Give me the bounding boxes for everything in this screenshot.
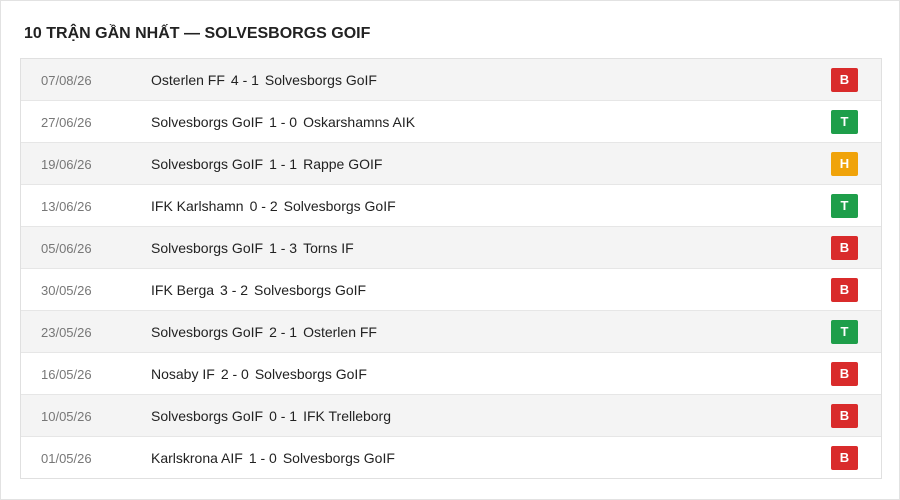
match-line: Karlskrona AIF 1 - 0 Solvesborgs GoIF	[151, 450, 401, 466]
home-team: IFK Berga	[151, 282, 215, 298]
match-row[interactable]: 10/05/26 Solvesborgs GoIF 0 - 1 IFK Trelleb…	[21, 395, 881, 437]
score: 3 - 2	[220, 282, 249, 298]
result-badge: B	[831, 404, 858, 428]
home-team: Solvesborgs GoIF	[151, 156, 264, 172]
home-team: Karlskrona AIF	[151, 450, 243, 466]
match-list: 07/08/26 Osterlen FF 4 - 1 Solvesborgs GoIF…	[20, 58, 882, 479]
match-row[interactable]: 30/05/26 IFK Berga 3 - 2 Solvesborgs GoIF B	[21, 269, 881, 311]
away-team: Solvesborgs GoIF	[254, 282, 367, 298]
away-team: Solvesborgs GoIF	[254, 366, 367, 382]
away-team: Solvesborgs GoIF	[283, 198, 396, 214]
score: 0 - 1	[269, 408, 298, 424]
away-team: Osterlen FF	[303, 324, 377, 340]
home-team: IFK Karlshamn	[151, 198, 244, 214]
match-date: 23/05/26	[41, 325, 92, 340]
score: 2 - 0	[220, 366, 249, 382]
match-line: Nosaby IF 2 - 0 Solvesborgs GoIF	[151, 366, 373, 382]
match-date: 10/05/26	[41, 409, 92, 424]
match-row[interactable]: 19/06/26 Solvesborgs GoIF 1 - 1 Rappe GOIF H	[21, 143, 881, 185]
match-line: Solvesborgs GoIF 1 - 1 Rappe GOIF	[151, 156, 388, 172]
home-team: Solvesborgs GoIF	[151, 408, 264, 424]
title: 10 TRẬN GẦN NHẤT — SOLVESBORGS GOIF	[24, 25, 371, 42]
match-line: Solvesborgs GoIF 1 - 0 Oskarshamns AIK	[151, 114, 421, 130]
home-team: Solvesborgs GoIF	[151, 114, 264, 130]
match-line: Solvesborgs GoIF 2 - 1 Osterlen FF	[151, 324, 383, 340]
match-line: Osterlen FF 4 - 1 Solvesborgs GoIF	[151, 72, 383, 88]
match-line: IFK Karlshamn 0 - 2 Solvesborgs GoIF	[151, 198, 402, 214]
match-date: 16/05/26	[41, 367, 92, 382]
result-badge: B	[831, 362, 858, 386]
match-date: 05/06/26	[41, 241, 92, 256]
match-line: Solvesborgs GoIF 1 - 3 Torns IF	[151, 240, 360, 256]
match-line: IFK Berga 3 - 2 Solvesborgs GoIF	[151, 282, 372, 298]
away-team: Oskarshamns AIK	[303, 114, 416, 130]
result-badge: B	[831, 236, 858, 260]
away-team: IFK Trelleborg	[303, 408, 392, 424]
away-team: Torns IF	[303, 240, 354, 256]
score: 1 - 3	[269, 240, 298, 256]
match-row[interactable]: 05/06/26 Solvesborgs GoIF 1 - 3 Torns IF B	[21, 227, 881, 269]
match-date: 07/08/26	[41, 73, 92, 88]
result-badge: H	[831, 152, 858, 176]
score: 1 - 1	[269, 156, 298, 172]
score: 4 - 1	[230, 72, 259, 88]
home-team: Solvesborgs GoIF	[151, 240, 264, 256]
match-row[interactable]: 16/05/26 Nosaby IF 2 - 0 Solvesborgs GoIF B	[21, 353, 881, 395]
match-row[interactable]: 23/05/26 Solvesborgs GoIF 2 - 1 Osterlen FF…	[21, 311, 881, 353]
match-date: 13/06/26	[41, 199, 92, 214]
match-date: 30/05/26	[41, 283, 92, 298]
match-date: 27/06/26	[41, 115, 92, 130]
away-team: Solvesborgs GoIF	[264, 72, 377, 88]
match-row[interactable]: 01/05/26 Karlskrona AIF 1 - 0 Solvesborgs G…	[21, 437, 881, 478]
match-row[interactable]: 27/06/26 Solvesborgs GoIF 1 - 0 Oskarshamns…	[21, 101, 881, 143]
home-team: Osterlen FF	[151, 72, 225, 88]
match-line: Solvesborgs GoIF 0 - 1 IFK Trelleborg	[151, 408, 397, 424]
home-team: Solvesborgs GoIF	[151, 324, 264, 340]
match-row[interactable]: 13/06/26 IFK Karlshamn 0 - 2 Solvesborgs Go…	[21, 185, 881, 227]
score: 1 - 0	[248, 450, 277, 466]
result-badge: T	[831, 194, 858, 218]
result-badge: T	[831, 320, 858, 344]
result-badge: B	[831, 68, 858, 92]
away-team: Rappe GOIF	[303, 156, 383, 172]
away-team: Solvesborgs GoIF	[282, 450, 395, 466]
match-date: 01/05/26	[41, 451, 92, 466]
match-date: 19/06/26	[41, 157, 92, 172]
home-team: Nosaby IF	[151, 366, 215, 382]
match-row[interactable]: 07/08/26 Osterlen FF 4 - 1 Solvesborgs GoIF…	[21, 59, 881, 101]
score: 1 - 0	[269, 114, 298, 130]
result-badge: B	[831, 446, 858, 470]
score: 2 - 1	[269, 324, 298, 340]
score: 0 - 2	[249, 198, 278, 214]
result-badge: B	[831, 278, 858, 302]
result-badge: T	[831, 110, 858, 134]
